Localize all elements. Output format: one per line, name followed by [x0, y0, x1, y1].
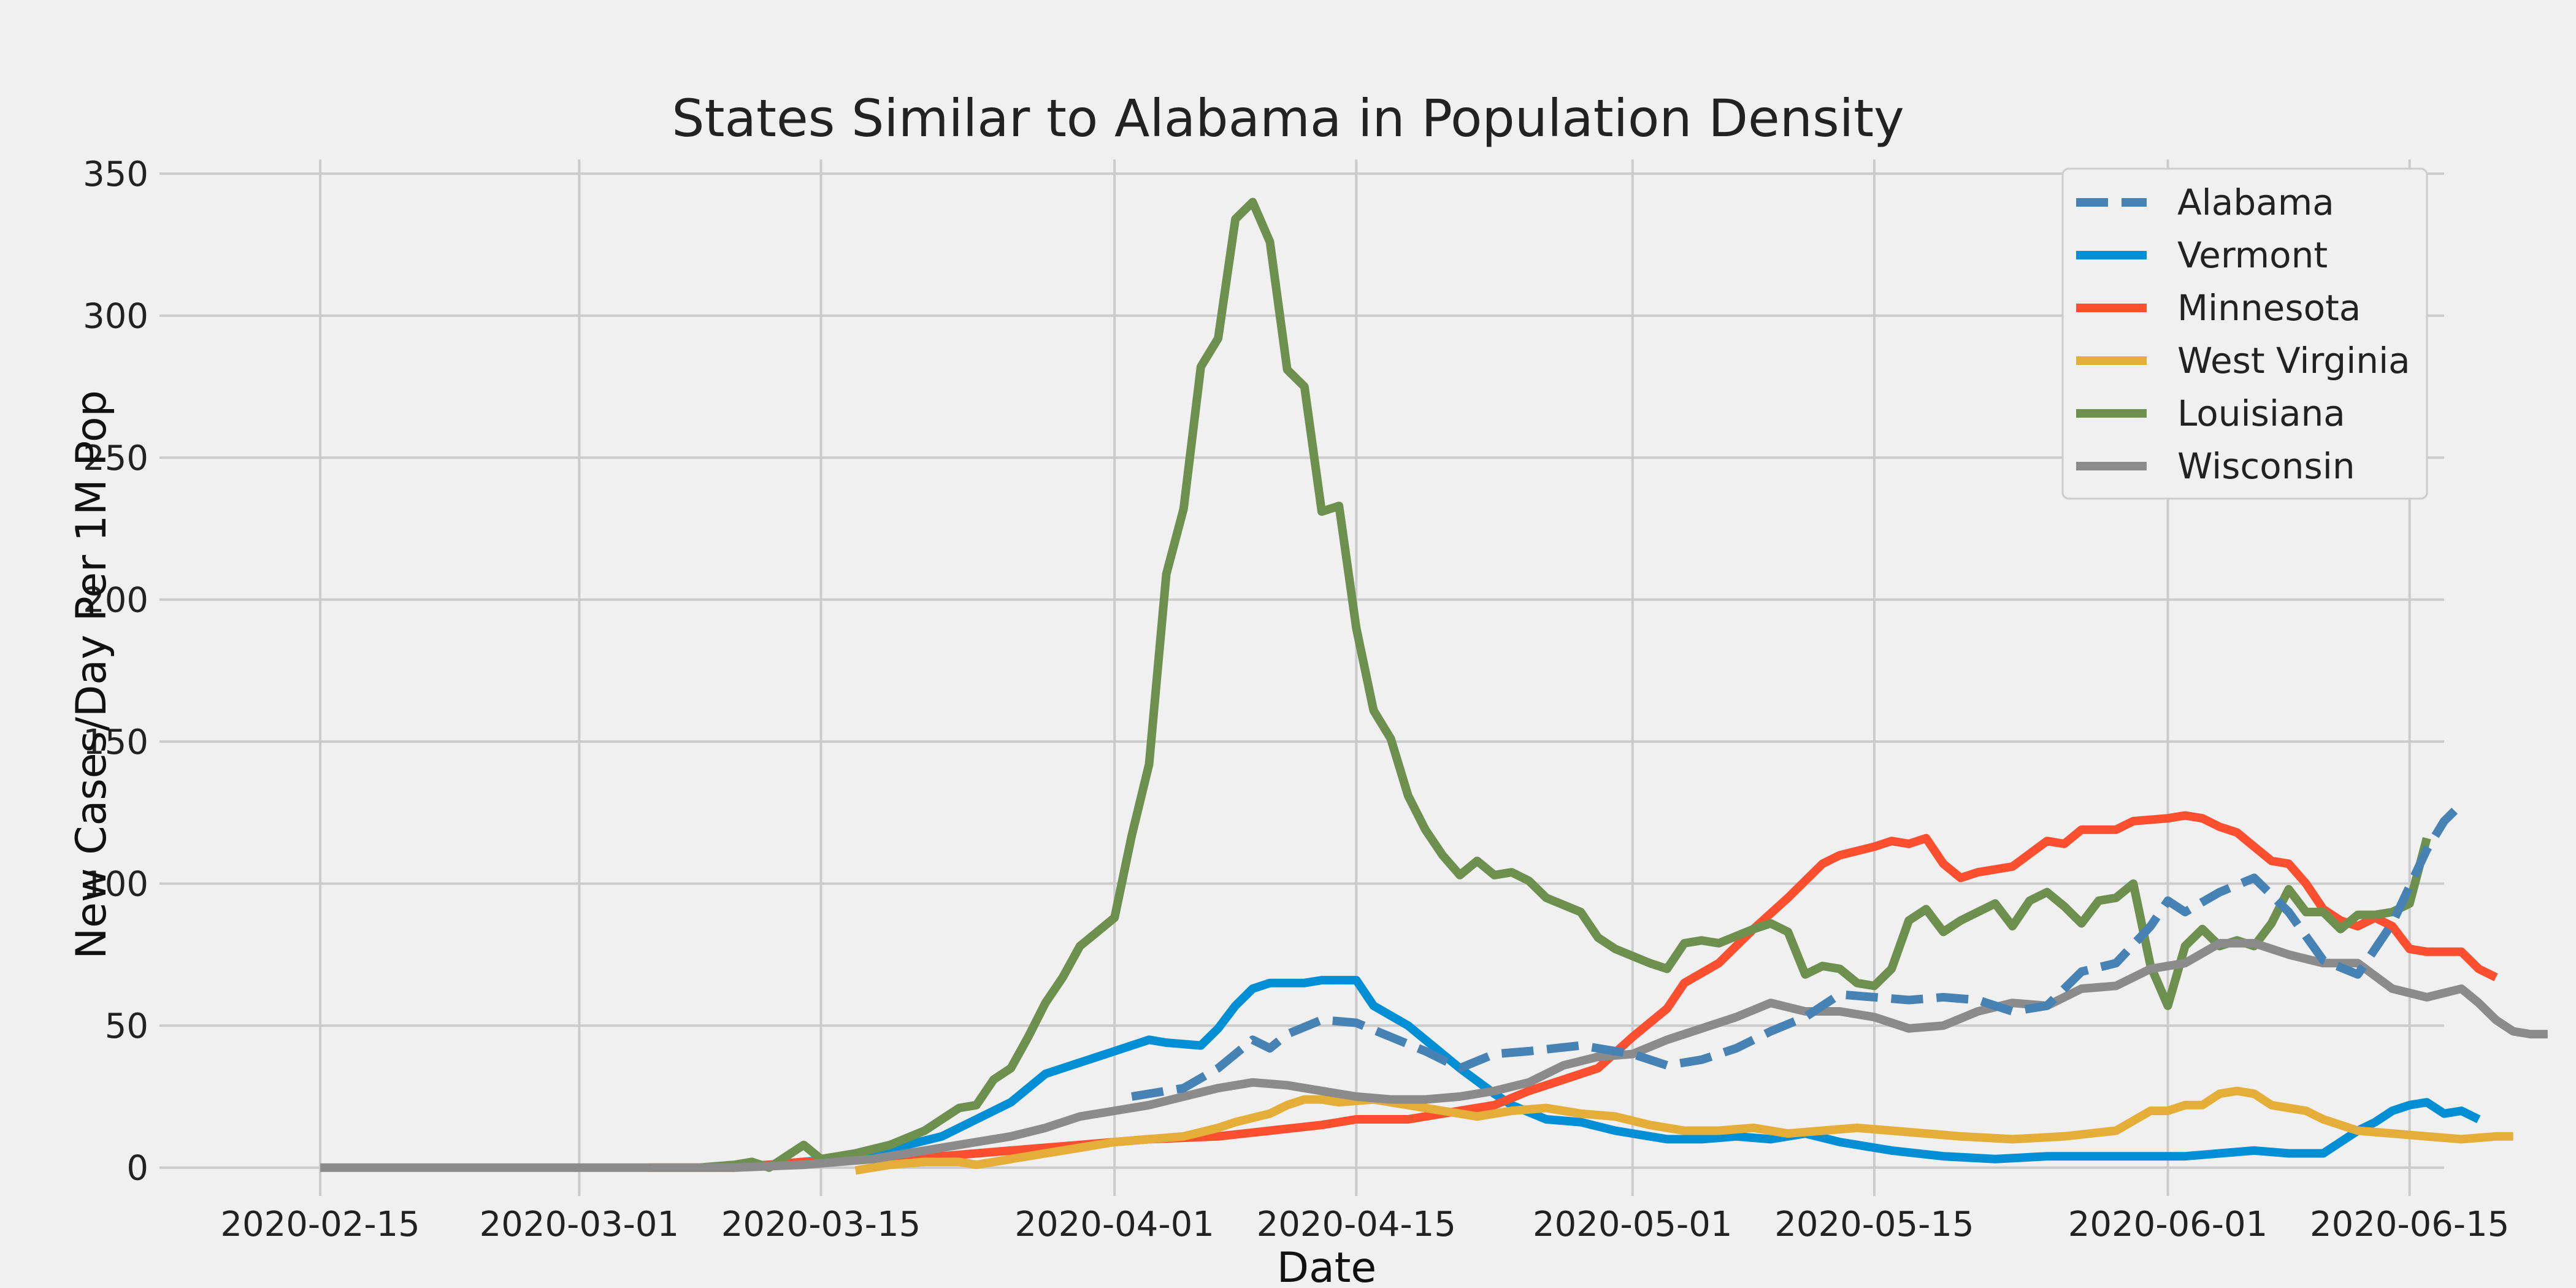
y-tick-label: 250: [83, 439, 148, 478]
x-tick-label: 2020-06-15: [2310, 1205, 2509, 1244]
legend-label: Louisiana: [2177, 393, 2345, 434]
x-tick-label: 2020-04-15: [1257, 1205, 1456, 1244]
legend-label: West Virginia: [2177, 340, 2410, 381]
series-layer: [320, 197, 2548, 1175]
series-line-louisiana: [699, 197, 2431, 1172]
x-tick-label: 2020-04-01: [1014, 1205, 1214, 1244]
y-tick-label: 50: [105, 1006, 148, 1046]
x-tick-label: 2020-02-15: [220, 1205, 420, 1244]
legend-label: Wisconsin: [2177, 445, 2355, 487]
x-tick-label: 2020-05-01: [1533, 1205, 1732, 1244]
series-line-west-virginia: [854, 1086, 2513, 1175]
x-tick-labels: 2020-02-15 2020-03-01 2020-03-15 2020-04-01…: [220, 1205, 2509, 1244]
x-tick-label: 2020-03-01: [480, 1205, 679, 1244]
x-tick-label: 2020-05-15: [1774, 1205, 1974, 1244]
series-line-alabama: [1131, 801, 2465, 1101]
chart-title: States Similar to Alabama in Population …: [672, 88, 1904, 148]
y-axis-label: New Cases/Day Per 1M Pop: [67, 390, 116, 959]
legend-label: Minnesota: [2177, 287, 2361, 329]
y-tick-label: 0: [126, 1149, 148, 1189]
y-tick-label: 300: [83, 297, 148, 337]
y-tick-label: 150: [83, 723, 148, 762]
legend: Alabama Vermont Minnesota West Virginia Loui…: [2061, 167, 2428, 500]
y-tick-label: 350: [83, 155, 148, 194]
y-tick-labels: 0 50 100 150 200 250 300 350: [83, 155, 148, 1189]
legend-label: Alabama: [2177, 182, 2334, 223]
x-axis-label: Date: [1277, 1244, 1377, 1288]
legend-label: Vermont: [2177, 234, 2328, 276]
y-tick-label: 100: [83, 865, 148, 905]
series-line-wisconsin: [320, 938, 2548, 1172]
legend-frame: [2061, 167, 2428, 500]
y-tick-label: 200: [83, 581, 148, 621]
x-tick-label: 2020-03-15: [721, 1205, 921, 1244]
x-tick-label: 2020-06-01: [2068, 1205, 2267, 1244]
